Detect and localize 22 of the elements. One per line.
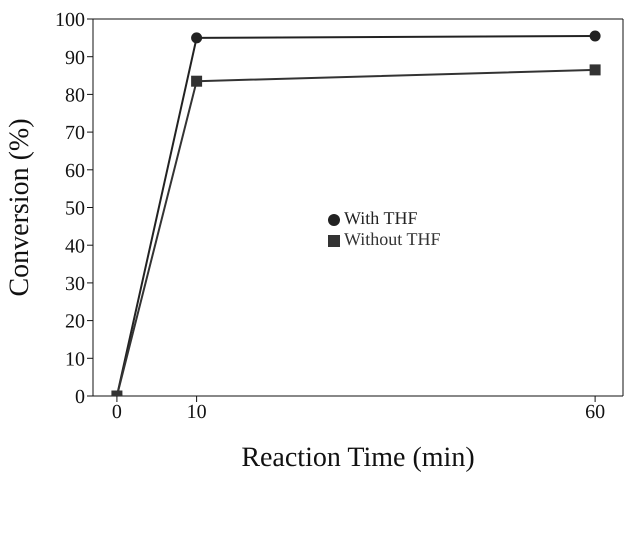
legend-label: With THF xyxy=(344,208,418,228)
legend-label: Without THF xyxy=(344,229,440,249)
y-tick-label: 0 xyxy=(75,386,85,408)
point xyxy=(590,64,601,76)
x-tick-label: 60 xyxy=(585,401,606,424)
point xyxy=(191,32,202,44)
y-tick-label: 30 xyxy=(65,273,85,295)
y-tick-label: 40 xyxy=(65,235,85,258)
x-tick-label: 10 xyxy=(186,401,207,424)
y-axis-title: Conversion (%) xyxy=(4,118,35,297)
y-tick-label: 10 xyxy=(65,348,85,370)
x-tick-label: 0 xyxy=(112,401,122,424)
y-tick-label: 20 xyxy=(65,310,85,333)
y-tick-label: 80 xyxy=(65,84,85,106)
point xyxy=(191,76,202,87)
y-tick-label: 90 xyxy=(65,46,85,69)
y-tick-label: 50 xyxy=(65,198,85,220)
x-axis-title: Reaction Time (min) xyxy=(241,442,475,473)
y-tick-label: 100 xyxy=(55,9,85,32)
y-tick-label: 60 xyxy=(65,160,85,182)
point xyxy=(590,30,601,42)
y-tick-label: 70 xyxy=(65,122,85,144)
